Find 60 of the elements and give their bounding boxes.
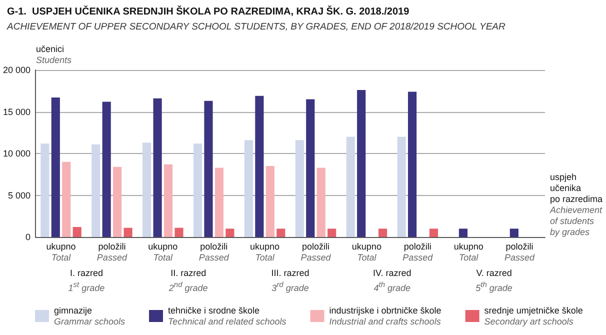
x-tick-label: položili Passed	[96, 242, 128, 262]
x-tick-label: položili Passed	[504, 242, 536, 262]
x-tick-label: ukupno Total	[46, 242, 76, 262]
bar	[276, 228, 286, 237]
bar	[164, 164, 173, 237]
bar	[510, 228, 518, 237]
y-tick-label: 10 000	[2, 148, 31, 158]
bar	[397, 136, 406, 237]
legend-label: industrijske i obrtničke škole Industrial and crafts schools	[329, 306, 442, 326]
legend-label: tehničke i srodne škole Technical and related schools	[168, 306, 287, 326]
x-tick-label: položili Passed	[198, 242, 230, 262]
chart-subtitle: ACHIEVEMENT OF UPPER SECONDARY SCHOOL STUDENTS, BY GRADES, END OF 2018/2019 SCHOOL YEAR	[6, 22, 506, 32]
x-tick-label: ukupno Total	[352, 242, 382, 262]
text: II. razred 2$^{nd}$ grade	[168, 268, 208, 294]
bar	[429, 228, 438, 237]
bar	[40, 143, 50, 237]
text: IV. razred 4$^{th}$ grade	[373, 268, 412, 294]
bar	[255, 96, 264, 237]
bar	[408, 92, 417, 237]
bar	[214, 168, 224, 237]
text: I. razred 1$^{st}$ grade	[68, 268, 105, 294]
bar	[193, 143, 202, 237]
text: V. razred 5$^{th}$ grade	[476, 268, 512, 294]
bar	[204, 100, 213, 237]
bar	[378, 228, 388, 237]
y-tick-label: 20 000	[2, 65, 31, 75]
bar	[72, 226, 82, 237]
bar	[174, 228, 184, 237]
y-axis-title: učenici Students	[36, 44, 72, 66]
chart-title: G-1. USPJEH UČENIKA SREDNJIH ŠKOLA PO RAZREDIMA, KRAJ ŠK. G. 2018./2019	[7, 6, 410, 18]
y-tick-label: 5 000	[8, 190, 31, 200]
y-tick-label: 0	[26, 232, 31, 242]
bar	[124, 228, 132, 237]
bar	[244, 140, 253, 237]
x-tick-label: položili Passed	[402, 242, 434, 262]
legend-label: gimnazije Grammar schools	[54, 306, 126, 326]
x-tick-label: ukupno Total	[250, 242, 280, 262]
bar	[92, 144, 100, 237]
x-axis-title: uspjeh učenika po razredima Achievement of students by grades	[550, 172, 603, 238]
bar	[51, 98, 60, 237]
bar	[306, 99, 315, 237]
bar	[328, 228, 336, 237]
bar	[102, 102, 111, 237]
bar	[226, 228, 234, 237]
bar	[142, 142, 152, 237]
bar	[316, 168, 326, 237]
x-tick-label: ukupno Total	[148, 242, 178, 262]
bar	[266, 166, 274, 237]
bar	[458, 228, 468, 237]
bar	[62, 162, 71, 237]
bar	[346, 136, 355, 237]
x-tick-label: ukupno Total	[454, 242, 484, 262]
y-tick-label: 15 000	[2, 106, 31, 117]
text: III. razred 3$^{rd}$ grade	[271, 268, 310, 294]
bar	[357, 90, 366, 237]
legend-label: srednje umjetničke škole Secondary art schools	[484, 306, 583, 326]
bar	[113, 166, 122, 237]
bar	[295, 140, 304, 237]
x-tick-label: položili Passed	[300, 242, 332, 262]
bar	[153, 98, 162, 237]
